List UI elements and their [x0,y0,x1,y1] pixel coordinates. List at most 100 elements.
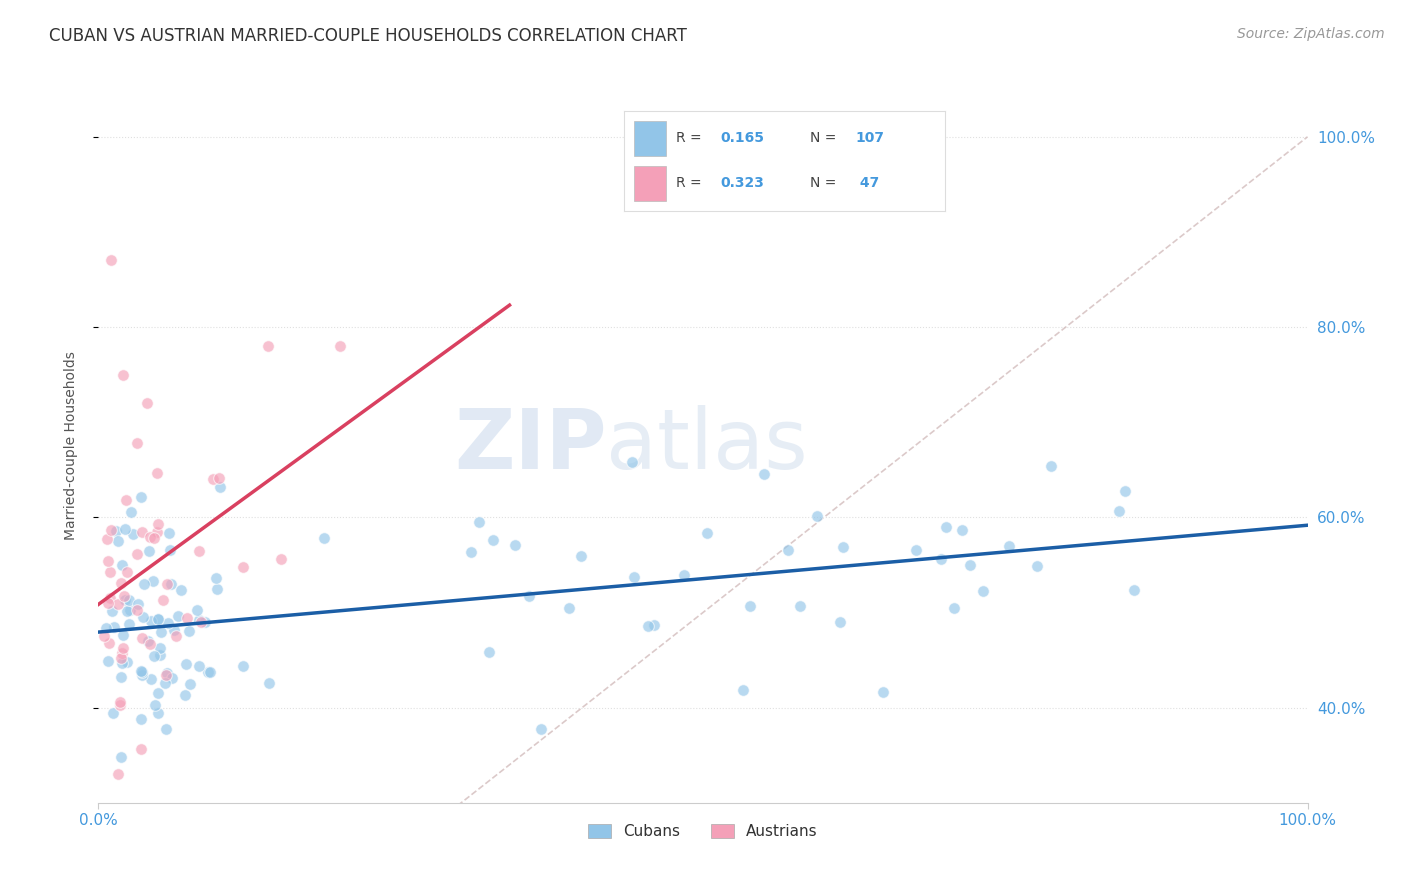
Point [935,520,957,534]
Point [209,480,232,494]
Point [176,610,198,624]
Point [101,604,124,618]
Point [146,612,169,626]
Point [139,530,162,544]
Point [157,526,180,541]
Point [107,597,129,611]
Point [188,544,211,558]
Point [111,368,134,382]
Point [145,466,167,480]
Point [872,685,894,699]
Point [115,655,138,669]
Point [135,396,157,410]
Point [131,668,153,682]
Point [905,543,928,558]
Y-axis label: Married-couple Households: Married-couple Households [63,351,77,541]
Point [828,615,851,629]
Point [177,624,200,638]
Point [173,688,195,702]
Point [148,517,170,532]
Point [232,559,254,574]
Point [143,698,166,713]
Point [127,547,149,561]
Point [460,545,482,559]
Point [101,706,124,720]
Point [155,675,177,690]
Point [111,558,134,573]
Text: CUBAN VS AUSTRIAN MARRIED-COUPLE HOUSEHOLDS CORRELATION CHART: CUBAN VS AUSTRIAN MARRIED-COUPLE HOUSEHO… [49,27,688,45]
Point [530,722,553,736]
Point [112,628,135,642]
Point [100,523,122,537]
Point [131,631,153,645]
Point [482,533,505,547]
Point [959,558,981,572]
Point [637,618,659,632]
Point [141,614,163,628]
Point [558,600,581,615]
Point [110,750,132,764]
Point [97,554,120,568]
Point [152,593,174,607]
Point [167,609,190,624]
Point [205,571,228,585]
Point [118,593,141,607]
Point [467,515,489,529]
Point [929,552,952,566]
Point [107,534,129,549]
Point [93,629,115,643]
Point [731,682,754,697]
Point [131,665,153,680]
Point [131,490,153,504]
Point [256,339,278,353]
Point [942,600,965,615]
Point [111,646,134,660]
Point [159,542,181,557]
Point [197,665,219,679]
Point [155,667,177,681]
Point [162,671,184,685]
Point [114,592,136,607]
Point [146,706,169,720]
Point [98,565,121,579]
Point [202,472,225,486]
Point [170,583,193,598]
Point [190,615,212,630]
Point [620,455,643,469]
Point [232,659,254,673]
Point [312,531,335,545]
Point [776,543,799,558]
Point [131,664,153,678]
Point [131,525,153,540]
Point [150,625,173,640]
Point [156,577,179,591]
Point [194,615,217,629]
Text: Source: ZipAtlas.com: Source: ZipAtlas.com [1237,27,1385,41]
Point [111,656,134,670]
Point [672,568,695,582]
Point [118,616,141,631]
Point [142,649,165,664]
Point [643,618,665,632]
Point [100,253,122,268]
Point [186,603,208,617]
Point [120,603,142,617]
Point [114,522,136,536]
Point [146,524,169,539]
Point [115,604,138,618]
Point [111,641,134,656]
Point [179,677,201,691]
Point [155,722,177,736]
Point [205,582,228,597]
Point [163,623,186,637]
Point [98,591,121,605]
Point [156,665,179,680]
Point [998,539,1021,553]
Point [478,645,501,659]
Point [208,471,231,485]
Point [98,635,121,649]
Point [136,633,159,648]
Point [134,577,156,591]
Point [125,603,148,617]
Point [142,532,165,546]
